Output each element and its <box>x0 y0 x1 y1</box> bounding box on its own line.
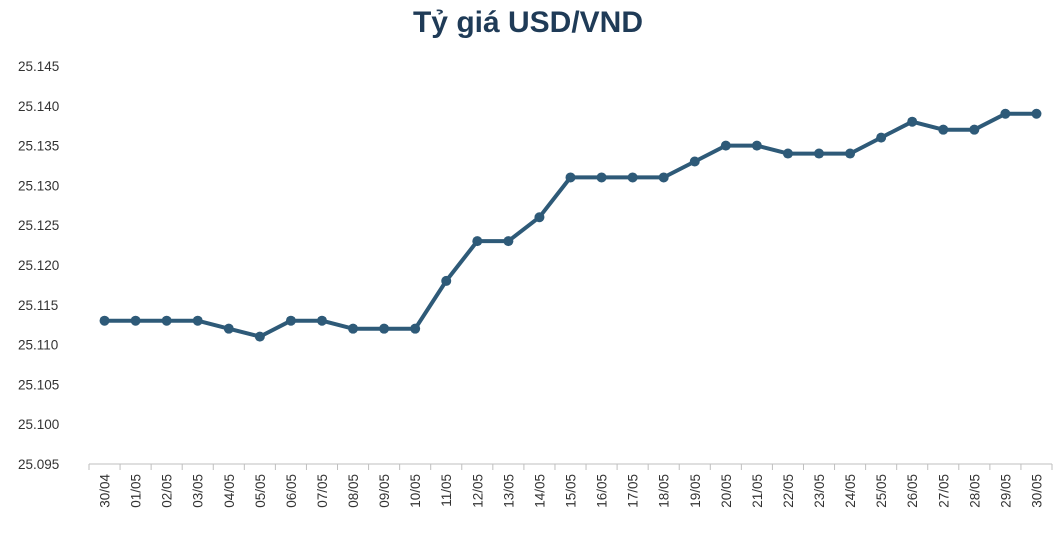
x-axis <box>88 463 1053 470</box>
x-tick-label: 09/05 <box>377 474 392 508</box>
data-point <box>192 315 203 326</box>
data-point <box>534 212 545 223</box>
data-point <box>627 172 638 183</box>
data-point <box>285 315 296 326</box>
x-tick-label: 19/05 <box>688 474 703 508</box>
data-point <box>410 323 421 334</box>
series-line <box>102 111 1039 339</box>
data-point <box>876 132 887 143</box>
y-tick-label: 25.140 <box>18 99 59 114</box>
y-tick-label: 25.135 <box>18 139 59 154</box>
y-axis-labels: 25.095 25.100 25.105 25.110 25.115 25.120 25.1… <box>18 59 59 472</box>
data-point <box>907 116 918 127</box>
data-point <box>814 148 825 159</box>
data-point <box>503 236 514 247</box>
x-tick-label: 01/05 <box>129 474 144 508</box>
x-axis-labels: 30/04 01/05 02/05 03/05 04/05 05/05 06/05 07/05… <box>98 474 1045 508</box>
x-tick-label: 26/05 <box>905 474 920 508</box>
data-point <box>316 315 327 326</box>
y-tick-label: 25.115 <box>18 298 58 313</box>
data-point <box>845 148 856 159</box>
data-point <box>254 331 265 342</box>
x-tick-label: 08/05 <box>346 474 361 508</box>
data-point <box>1000 108 1011 119</box>
x-tick-label: 16/05 <box>595 474 610 508</box>
x-tick-label: 13/05 <box>501 474 516 508</box>
y-tick-label: 25.095 <box>18 457 59 472</box>
data-point <box>161 315 172 326</box>
data-point <box>658 172 669 183</box>
data-point <box>969 124 980 135</box>
x-tick-label: 29/05 <box>998 474 1013 508</box>
y-tick-label: 25.110 <box>18 338 58 353</box>
y-tick-label: 25.105 <box>18 377 59 392</box>
x-tick-label: 14/05 <box>532 474 547 508</box>
data-point <box>720 140 731 151</box>
data-point <box>596 172 607 183</box>
x-tick-label: 25/05 <box>874 474 889 508</box>
chart-title: Tỷ giá USD/VND <box>412 6 644 39</box>
y-tick-label: 25.145 <box>18 59 59 74</box>
x-tick-label: 15/05 <box>564 474 579 508</box>
x-tick-label: 10/05 <box>408 474 423 508</box>
x-tick-label: 23/05 <box>812 474 827 508</box>
data-point <box>99 315 110 326</box>
data-point <box>1031 108 1042 119</box>
x-tick-label: 18/05 <box>657 474 672 508</box>
data-point <box>348 323 359 334</box>
x-tick-label: 02/05 <box>160 474 175 508</box>
x-tick-label: 12/05 <box>470 474 485 508</box>
x-tick-label: 20/05 <box>719 474 734 508</box>
x-tick-label: 27/05 <box>936 474 951 508</box>
x-tick-label: 11/05 <box>439 474 454 507</box>
data-point <box>472 236 483 247</box>
data-point <box>689 156 700 167</box>
data-point <box>130 315 141 326</box>
data-point <box>223 323 234 334</box>
x-tick-label: 22/05 <box>781 474 796 508</box>
x-tick-label: 30/05 <box>1029 474 1044 508</box>
y-tick-label: 25.100 <box>18 417 59 432</box>
x-tick-label: 04/05 <box>222 474 237 508</box>
x-tick-label: 30/04 <box>98 474 113 508</box>
x-tick-label: 24/05 <box>843 474 858 508</box>
series-points <box>99 108 1042 342</box>
data-point <box>441 275 452 286</box>
data-point <box>565 172 576 183</box>
y-tick-label: 25.130 <box>18 178 59 193</box>
x-tick-label: 07/05 <box>315 474 330 508</box>
data-point <box>751 140 762 151</box>
x-tick-label: 21/05 <box>750 474 765 508</box>
x-tick-label: 28/05 <box>967 474 982 508</box>
y-tick-label: 25.125 <box>18 218 59 233</box>
x-tick-label: 17/05 <box>626 474 641 508</box>
data-point <box>938 124 949 135</box>
x-tick-label: 03/05 <box>191 474 206 508</box>
data-point <box>379 323 390 334</box>
x-tick-label: 05/05 <box>253 474 268 508</box>
series-polyline <box>102 111 1039 339</box>
y-tick-label: 25.120 <box>18 258 59 273</box>
x-tick-label: 06/05 <box>284 474 299 508</box>
data-point <box>782 148 793 159</box>
